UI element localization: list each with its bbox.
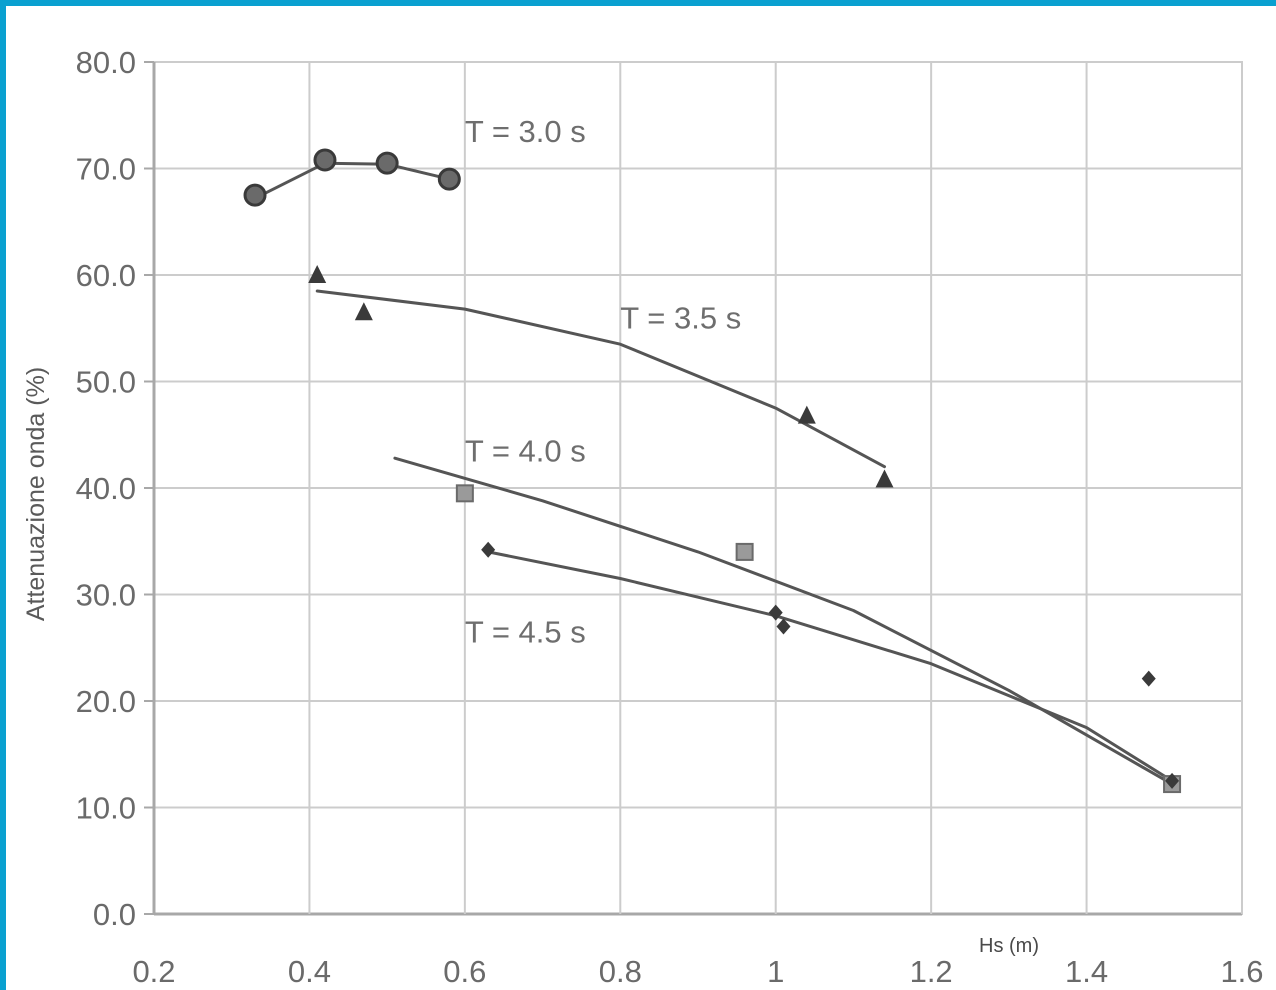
y-tick-label: 10.0 <box>76 791 136 826</box>
data-point-circle <box>243 183 267 207</box>
x-tick-label: 0.6 <box>443 954 486 989</box>
chart-frame: 0.0 10.0 20.0 30.0 40.0 50.0 60.0 70.0 80.0 0.2 0… <box>6 6 1276 990</box>
x-axis-label: Hs (m) <box>979 935 1039 957</box>
data-point-circle <box>313 148 337 172</box>
fit-lines <box>253 161 1174 786</box>
series-annotation: T = 4.0 s <box>465 433 586 468</box>
data-point-triangle <box>875 469 894 488</box>
data-point-triangle <box>797 405 816 424</box>
y-tick-label: 80.0 <box>76 45 136 80</box>
y-tick-label: 50.0 <box>76 365 136 400</box>
y-tick-label: 0.0 <box>93 897 136 932</box>
y-tick-label: 70.0 <box>76 152 136 187</box>
data-point-diamond <box>481 541 496 558</box>
x-tick-label: 0.2 <box>132 954 175 989</box>
wave-attenuation-chart: 0.010.020.030.040.050.060.070.080.0 0.2 0… <box>22 45 1264 989</box>
x-tick-label: 1.6 <box>1220 954 1263 989</box>
series-annotation: T = 4.5 s <box>465 614 586 649</box>
data-point-square <box>455 484 474 503</box>
data-point-diamond <box>1165 772 1180 789</box>
y-tick-label: 30.0 <box>76 578 136 613</box>
series-annotations: T = 3.0 s T = 3.5 s T = 4.0 s T = 4.5 s <box>465 114 741 650</box>
x-tick-label: 1.4 <box>1065 954 1108 989</box>
fit-line <box>253 161 451 200</box>
data-point-diamond <box>776 618 791 635</box>
fit-line <box>486 550 1174 783</box>
grid <box>152 61 1243 916</box>
x-tick-label: 1.2 <box>910 954 953 989</box>
data-markers <box>243 148 1182 794</box>
x-tick-label: 1 <box>767 954 784 989</box>
data-point-triangle <box>354 302 373 321</box>
data-point-triangle <box>308 265 327 283</box>
y-tick-label: 20.0 <box>76 684 136 719</box>
data-point-diamond <box>1141 670 1156 687</box>
y-axis-label: Attenuazione onda (%) <box>22 367 50 621</box>
x-tick-label: 0.8 <box>599 954 642 989</box>
y-tick-label: 60.0 <box>76 258 136 293</box>
fit-line <box>315 289 886 469</box>
y-tick-label: 40.0 <box>76 471 136 506</box>
data-point-circle <box>375 151 399 175</box>
x-tick-label: 0.4 <box>288 954 331 989</box>
x-tick-labels: 0.2 0.4 0.6 0.8 1 1.2 1.4 1.6 <box>132 954 1263 989</box>
y-tick-labels: 0.0 10.0 20.0 30.0 40.0 50.0 60.0 70.0 80.0 <box>76 45 154 932</box>
data-point-square <box>735 542 754 561</box>
data-point-diamond <box>768 604 783 621</box>
series-annotation: T = 3.5 s <box>620 300 741 335</box>
data-point-circle <box>437 167 461 191</box>
series-annotation: T = 3.0 s <box>465 114 586 149</box>
